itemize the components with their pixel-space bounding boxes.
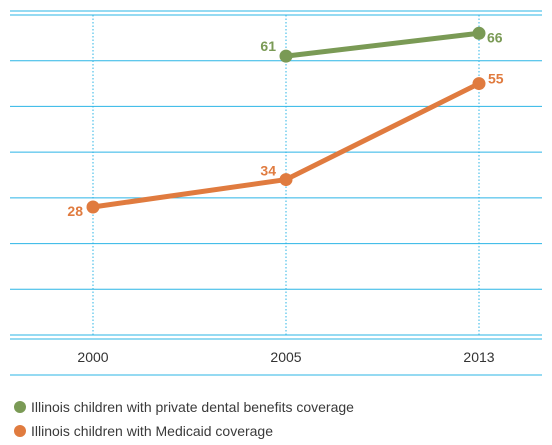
x-tick-label: 2013 xyxy=(463,349,494,365)
legend-marker-medicaid-icon xyxy=(14,425,26,437)
x-tick-label: 2005 xyxy=(270,349,301,365)
data-label: 61 xyxy=(260,38,276,54)
data-label: 55 xyxy=(488,71,504,87)
data-label: 66 xyxy=(487,29,503,45)
data-point xyxy=(86,200,100,214)
data-label: 28 xyxy=(67,203,83,219)
legend-item-private-dental: Illinois children with private dental be… xyxy=(14,395,354,419)
legend: Illinois children with private dental be… xyxy=(14,395,354,443)
data-label: 34 xyxy=(260,163,276,179)
legend-label-medicaid: Illinois children with Medicaid coverage xyxy=(31,423,274,439)
series-line xyxy=(283,30,482,59)
data-point xyxy=(279,49,293,63)
legend-item-medicaid: Illinois children with Medicaid coverage xyxy=(14,419,354,443)
x-tick-label: 2000 xyxy=(77,349,108,365)
data-point xyxy=(279,173,293,187)
data-point xyxy=(472,77,486,91)
legend-label-private-dental: Illinois children with private dental be… xyxy=(31,399,354,415)
data-point xyxy=(472,26,486,40)
legend-marker-private-dental-icon xyxy=(14,401,26,413)
